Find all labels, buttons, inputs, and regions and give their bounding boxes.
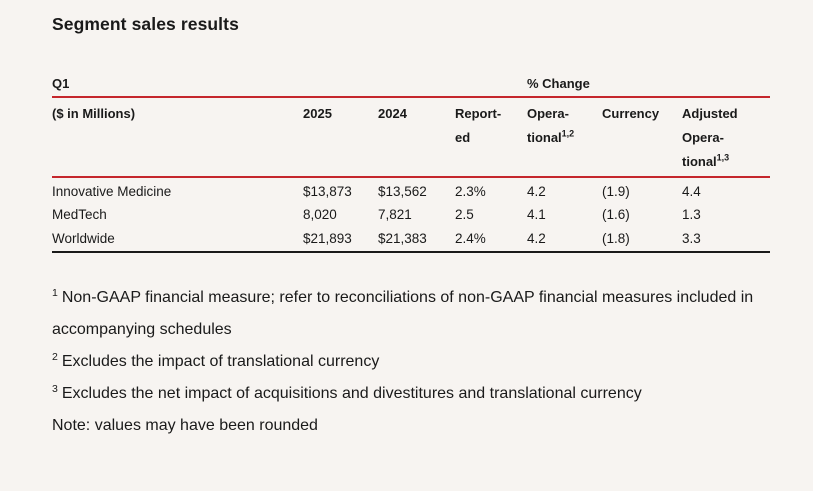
cell-operational: 4.2 <box>527 184 546 199</box>
col-header-reported-line1: Report- <box>455 106 502 121</box>
col-header-currency: Currency <box>602 106 660 121</box>
footnote-2-text: Excludes the impact of translational cur… <box>61 352 380 370</box>
cell-reported: 2.5 <box>455 207 474 223</box>
cell-2025: $21,893 <box>303 230 352 246</box>
cell-operational: 4.1 <box>527 207 546 223</box>
footnote-3: 3 Excludes the net impact of acquisitions… <box>52 378 770 410</box>
col-header-2024: 2024 <box>378 106 407 121</box>
table-period-row: Q1 % Change <box>52 76 770 98</box>
col-header-adjusted-line1: Adjusted <box>682 106 738 121</box>
cell-2024: 7,821 <box>378 207 412 223</box>
rounding-note: Note: values may have been rounded <box>52 416 318 434</box>
table-row-innovative-medicine: Innovative Medicine $13,873 $13,562 2.3%… <box>52 180 770 203</box>
table-body: Innovative Medicine $13,873 $13,562 2.3%… <box>52 178 770 253</box>
footnote-1-text: Non-GAAP financial measure; refer to rec… <box>52 288 754 338</box>
footnotes: 1 Non-GAAP financial measure; refer to re… <box>52 282 770 442</box>
col-header-reported: Report-ed <box>455 102 527 176</box>
cell-segment: MedTech <box>52 207 107 223</box>
col-header-operational-footnote-ref: 1,2 <box>561 128 575 139</box>
footnote-2-marker: 2 <box>52 350 58 363</box>
cell-segment: Worldwide <box>52 230 115 246</box>
footnote-3-marker: 3 <box>52 382 58 395</box>
col-header-2025: 2025 <box>303 106 332 121</box>
col-header-segment: ($ in Millions) <box>52 106 136 121</box>
footnote-3-text: Excludes the net impact of acquisitions … <box>61 384 642 402</box>
col-header-reported-line2: ed <box>455 130 471 145</box>
col-header-adjusted-line3: tional <box>682 154 717 169</box>
page-title: Segment sales results <box>52 14 239 34</box>
cell-2024: $21,383 <box>378 230 427 246</box>
cell-2024: $13,562 <box>378 184 427 199</box>
col-header-adjusted-operational: Adjusted Opera-tional1,3 <box>682 102 770 176</box>
table-row-medtech: MedTech 8,020 7,821 2.5 4.1 (1.6) 1.3 <box>52 203 770 226</box>
cell-currency: (1.6) <box>602 207 630 223</box>
footnote-1-marker: 1 <box>52 286 58 299</box>
col-header-adjusted-line2: Opera- <box>682 130 724 145</box>
cell-operational: 4.2 <box>527 230 546 246</box>
period-label: Q1 <box>52 76 70 91</box>
cell-reported: 2.3% <box>455 184 486 199</box>
col-header-adjusted-footnote-ref: 1,3 <box>716 152 730 163</box>
cell-adjusted-operational: 4.4 <box>682 184 701 199</box>
cell-adjusted-operational: 3.3 <box>682 230 701 246</box>
percent-change-group-label: % Change <box>527 76 590 91</box>
cell-adjusted-operational: 1.3 <box>682 207 701 223</box>
segment-sales-table: Q1 % Change ($ in Millions) 2025 2024 Re… <box>52 76 770 253</box>
col-header-operational: Opera-tional1,2 <box>527 102 602 176</box>
col-header-operational-line1: Opera- <box>527 106 569 121</box>
cell-segment: Innovative Medicine <box>52 184 172 199</box>
page: Segment sales results Q1 % Change ($ in … <box>52 14 770 442</box>
footnote-1: 1 Non-GAAP financial measure; refer to re… <box>52 282 770 346</box>
col-header-operational-line2: tional <box>527 130 562 145</box>
cell-2025: 8,020 <box>303 207 337 223</box>
footnote-2: 2 Excludes the impact of translational cu… <box>52 346 770 378</box>
table-header-row: ($ in Millions) 2025 2024 Report-ed Oper… <box>52 98 770 178</box>
cell-2025: $13,873 <box>303 184 352 199</box>
cell-reported: 2.4% <box>455 230 486 246</box>
cell-currency: (1.9) <box>602 184 630 199</box>
table-row-worldwide: Worldwide $21,893 $21,383 2.4% 4.2 (1.8)… <box>52 227 770 250</box>
cell-currency: (1.8) <box>602 230 630 246</box>
